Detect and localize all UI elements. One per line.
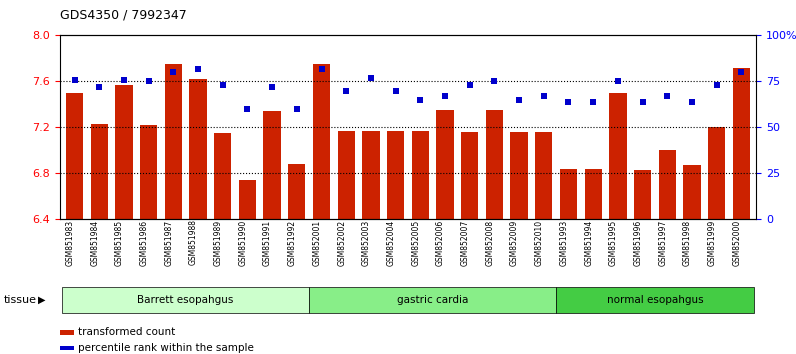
- Text: GDS4350 / 7992347: GDS4350 / 7992347: [60, 9, 186, 22]
- Text: GSM852010: GSM852010: [535, 219, 544, 266]
- Bar: [362, 131, 380, 219]
- Text: GSM852005: GSM852005: [412, 219, 420, 266]
- Text: percentile rank within the sample: percentile rank within the sample: [78, 343, 254, 353]
- Point: [587, 99, 599, 104]
- Text: GSM851989: GSM851989: [213, 219, 223, 266]
- Bar: [708, 127, 725, 219]
- Point: [241, 106, 254, 112]
- Point: [710, 82, 723, 88]
- Text: GSM851998: GSM851998: [683, 219, 692, 266]
- Text: GSM851991: GSM851991: [263, 219, 272, 266]
- Point: [562, 99, 575, 104]
- Text: GSM851996: GSM851996: [634, 219, 642, 266]
- Point: [167, 69, 180, 75]
- Point: [365, 75, 377, 81]
- Bar: [510, 132, 528, 219]
- Point: [142, 79, 155, 84]
- Bar: [239, 181, 256, 219]
- Point: [735, 69, 747, 75]
- Bar: [733, 68, 750, 219]
- Point: [389, 88, 402, 93]
- Bar: [189, 79, 207, 219]
- Bar: [683, 165, 700, 219]
- Text: tissue: tissue: [4, 295, 37, 305]
- Text: GSM852004: GSM852004: [387, 219, 396, 266]
- Text: Barrett esopahgus: Barrett esopahgus: [138, 295, 234, 305]
- Text: GSM851990: GSM851990: [239, 219, 248, 266]
- Text: GSM852001: GSM852001: [313, 219, 322, 266]
- Point: [93, 84, 106, 90]
- Bar: [91, 124, 108, 219]
- Point: [439, 93, 451, 99]
- Text: GSM852007: GSM852007: [461, 219, 470, 266]
- Bar: [288, 164, 306, 219]
- Bar: [436, 110, 454, 219]
- Bar: [263, 112, 281, 219]
- Text: GSM851999: GSM851999: [708, 219, 716, 266]
- Bar: [560, 169, 577, 219]
- Text: GSM851988: GSM851988: [189, 219, 198, 266]
- Bar: [535, 132, 552, 219]
- Point: [68, 77, 81, 82]
- Bar: [609, 93, 626, 219]
- Text: GSM852002: GSM852002: [338, 219, 346, 266]
- Point: [291, 106, 303, 112]
- Bar: [461, 132, 478, 219]
- Point: [488, 79, 501, 84]
- Bar: [387, 131, 404, 219]
- Point: [340, 88, 353, 93]
- Text: GSM851986: GSM851986: [139, 219, 149, 266]
- Text: GSM851995: GSM851995: [609, 219, 618, 266]
- Bar: [658, 150, 676, 219]
- Point: [266, 84, 279, 90]
- Bar: [584, 169, 602, 219]
- Bar: [214, 133, 232, 219]
- Text: GSM852003: GSM852003: [362, 219, 371, 266]
- Point: [685, 99, 698, 104]
- Text: GSM851987: GSM851987: [164, 219, 174, 266]
- Text: GSM852006: GSM852006: [436, 219, 445, 266]
- Text: ▶: ▶: [38, 295, 45, 305]
- Point: [192, 66, 205, 72]
- Text: GSM851992: GSM851992: [288, 219, 297, 266]
- Point: [217, 82, 229, 88]
- Text: GSM851983: GSM851983: [65, 219, 75, 266]
- Bar: [115, 85, 133, 219]
- Point: [118, 77, 131, 82]
- Bar: [486, 110, 503, 219]
- Text: GSM852000: GSM852000: [732, 219, 741, 266]
- Point: [463, 82, 476, 88]
- Text: GSM851994: GSM851994: [584, 219, 593, 266]
- Text: normal esopahgus: normal esopahgus: [607, 295, 703, 305]
- Point: [611, 79, 624, 84]
- Point: [537, 93, 550, 99]
- Bar: [140, 125, 158, 219]
- Text: GSM851993: GSM851993: [560, 219, 568, 266]
- Text: GSM851985: GSM851985: [115, 219, 124, 266]
- Bar: [313, 64, 330, 219]
- Text: GSM851984: GSM851984: [90, 219, 100, 266]
- Bar: [66, 93, 83, 219]
- Point: [661, 93, 673, 99]
- Text: GSM852008: GSM852008: [486, 219, 494, 266]
- Bar: [165, 64, 182, 219]
- Text: gastric cardia: gastric cardia: [397, 295, 468, 305]
- Text: GSM851997: GSM851997: [658, 219, 667, 266]
- Point: [636, 99, 649, 104]
- Bar: [634, 170, 651, 219]
- Bar: [338, 131, 355, 219]
- Point: [513, 97, 525, 103]
- Text: transformed count: transformed count: [78, 327, 175, 337]
- Text: GSM852009: GSM852009: [510, 219, 519, 266]
- Point: [414, 97, 427, 103]
- Point: [315, 66, 328, 72]
- Bar: [412, 131, 429, 219]
